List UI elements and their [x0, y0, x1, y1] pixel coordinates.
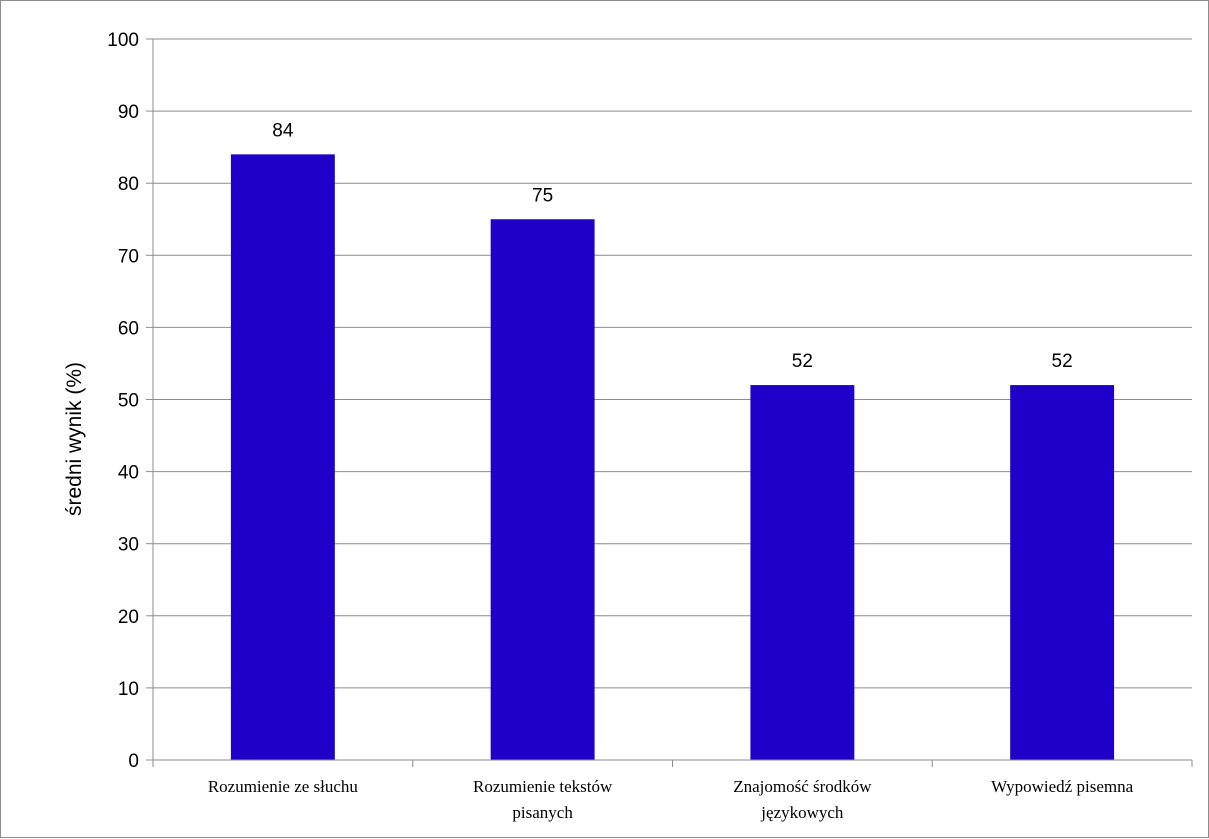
category-label: Rozumienie tekstów [473, 777, 613, 796]
axes [146, 38, 1193, 767]
bars [230, 154, 1115, 761]
y-tick-label: 20 [118, 607, 139, 628]
data-label: 84 [272, 120, 294, 141]
y-tick-label: 30 [118, 535, 139, 556]
labels: 0 10 20 30 40 50 60 70 80 90 100 84 Rozumienie ze sł… [107, 30, 1133, 822]
data-label: 75 [532, 185, 553, 206]
y-tick-label: 10 [118, 679, 139, 700]
bar [750, 385, 855, 760]
data-label: 52 [1052, 351, 1073, 372]
data-label: 52 [792, 351, 813, 372]
y-tick-label: 60 [118, 318, 139, 339]
y-tick-label: 100 [107, 30, 139, 51]
bar [230, 154, 335, 761]
category-label: Znajomość środków [733, 777, 872, 796]
y-axis-title: średni wynik (%) [63, 362, 86, 516]
y-tick-label: 80 [118, 174, 139, 195]
bar [1010, 385, 1115, 760]
bar [490, 219, 595, 760]
y-tick-label: 70 [118, 246, 139, 267]
category-label: pisanych [512, 803, 573, 822]
category-label: Wypowiedź pisemna [991, 777, 1133, 796]
category-label: Rozumienie ze słuchu [208, 777, 359, 796]
y-tick-label: 90 [118, 102, 139, 123]
y-tick-label: 0 [128, 751, 139, 772]
category-label: językowych [760, 803, 844, 822]
y-tick-label: 50 [118, 391, 139, 412]
y-tick-label: 40 [118, 463, 139, 484]
